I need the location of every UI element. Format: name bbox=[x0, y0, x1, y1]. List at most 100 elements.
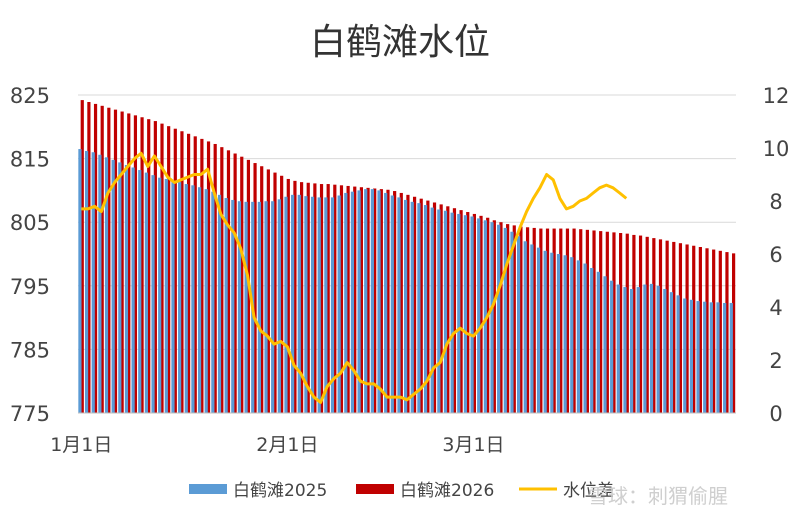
bar-2025 bbox=[656, 285, 660, 413]
bar-2026 bbox=[180, 131, 184, 413]
bar-2025 bbox=[663, 288, 667, 413]
bar-2026 bbox=[306, 182, 310, 413]
bar-2025 bbox=[264, 201, 268, 413]
bar-2026 bbox=[479, 215, 483, 413]
bar-2026 bbox=[506, 224, 510, 413]
bar-2025 bbox=[623, 287, 627, 413]
bar-2025 bbox=[291, 194, 295, 413]
x-tick-label: 1月1日 bbox=[50, 434, 112, 456]
bar-2026 bbox=[233, 153, 237, 413]
bar-2026 bbox=[652, 238, 656, 413]
bar-2026 bbox=[359, 187, 364, 413]
bar-2025 bbox=[337, 195, 341, 413]
bar-2025 bbox=[144, 172, 148, 413]
bar-2025 bbox=[716, 302, 720, 413]
bar-2025 bbox=[536, 247, 541, 413]
bar-2026 bbox=[213, 143, 217, 414]
watermark-text: 雪球：刺猬偷腥 bbox=[588, 484, 728, 508]
bar-2026 bbox=[93, 103, 98, 414]
y-right-tick-label: 2 bbox=[769, 349, 782, 373]
bar-2026 bbox=[552, 228, 556, 413]
bar-2025 bbox=[603, 276, 607, 413]
bar-2025 bbox=[111, 159, 115, 413]
legend: 白鹤滩2025 白鹤滩2026 水位差 bbox=[189, 481, 614, 501]
bar-2025 bbox=[344, 192, 348, 413]
bar-2026 bbox=[539, 228, 543, 413]
bar-2026 bbox=[638, 235, 643, 413]
bar-2026 bbox=[665, 240, 669, 413]
bar-2026 bbox=[260, 166, 264, 413]
bar-2026 bbox=[406, 194, 410, 413]
bar-2026 bbox=[266, 169, 270, 413]
legend-label: 白鹤滩2026 bbox=[400, 481, 494, 501]
bar-2026 bbox=[399, 192, 403, 413]
bar-2025 bbox=[550, 252, 554, 413]
bar-2025 bbox=[384, 192, 388, 413]
bar-2026 bbox=[299, 182, 304, 413]
bar-2026 bbox=[565, 228, 570, 413]
bar-2025 bbox=[397, 197, 401, 413]
bar-2025 bbox=[118, 162, 122, 413]
bar-2026 bbox=[512, 225, 516, 413]
bar-2026 bbox=[326, 184, 330, 413]
bar-2025 bbox=[184, 184, 188, 413]
bar-2025 bbox=[277, 199, 281, 413]
bar-2025 bbox=[138, 170, 142, 413]
bar-2025 bbox=[91, 152, 95, 414]
bar-2025 bbox=[556, 254, 561, 413]
y-left-tick-label: 785 bbox=[10, 338, 50, 362]
bar-2026 bbox=[439, 204, 443, 413]
bar-2025 bbox=[237, 201, 242, 413]
bar-2025 bbox=[563, 255, 567, 413]
bar-2026 bbox=[499, 222, 503, 413]
bar-2025 bbox=[590, 267, 594, 413]
bar-2026 bbox=[625, 233, 629, 413]
bar-2025 bbox=[696, 301, 700, 413]
bar-2026 bbox=[712, 249, 716, 413]
bar-2025 bbox=[124, 164, 129, 413]
bar-2025 bbox=[676, 295, 680, 413]
bar-2025 bbox=[197, 187, 202, 413]
y-right-tick-label: 10 bbox=[763, 137, 790, 161]
bar-2026 bbox=[619, 233, 623, 413]
bar-2026 bbox=[559, 228, 563, 413]
bar-2026 bbox=[492, 220, 496, 413]
bar-2025 bbox=[191, 185, 195, 413]
bar-2026 bbox=[692, 245, 696, 413]
bar-2025 bbox=[643, 284, 647, 413]
bar-2025 bbox=[457, 213, 461, 413]
bar-2025 bbox=[104, 157, 109, 413]
bar-2026 bbox=[386, 189, 390, 413]
bar-2025 bbox=[649, 283, 654, 413]
bar-2025 bbox=[310, 196, 315, 413]
bar-2026 bbox=[87, 101, 91, 413]
bar-2025 bbox=[576, 260, 581, 413]
bar-2026 bbox=[632, 234, 636, 413]
bar-2026 bbox=[412, 196, 417, 413]
bar-2026 bbox=[313, 183, 317, 413]
axes: 775 785 795 805 815 825 0 2 4 6 8 10 12 1月1日 2月1日 3月1日 bbox=[10, 84, 789, 456]
bar-2025 bbox=[423, 205, 428, 413]
line-series bbox=[81, 151, 628, 404]
bar-2025 bbox=[377, 190, 381, 413]
bar-2026 bbox=[193, 136, 197, 413]
bar-2025 bbox=[304, 196, 308, 413]
bar-2026 bbox=[579, 229, 583, 413]
bar-2025 bbox=[350, 191, 355, 413]
bar-2025 bbox=[689, 299, 693, 413]
bar-2026 bbox=[206, 141, 211, 414]
bar-2025 bbox=[204, 189, 208, 413]
bar-2026 bbox=[718, 250, 722, 413]
bar-2025 bbox=[297, 194, 301, 413]
bar-2026 bbox=[452, 208, 457, 413]
bar-2026 bbox=[240, 156, 244, 413]
y-right-tick-label: 4 bbox=[769, 296, 782, 320]
bar-2025 bbox=[490, 222, 494, 413]
bar-2025 bbox=[404, 199, 408, 413]
bar-2025 bbox=[470, 216, 474, 413]
bar-2026 bbox=[459, 210, 463, 413]
bar-series bbox=[78, 100, 736, 414]
bar-2026 bbox=[140, 117, 144, 413]
bar-2026 bbox=[645, 236, 649, 413]
